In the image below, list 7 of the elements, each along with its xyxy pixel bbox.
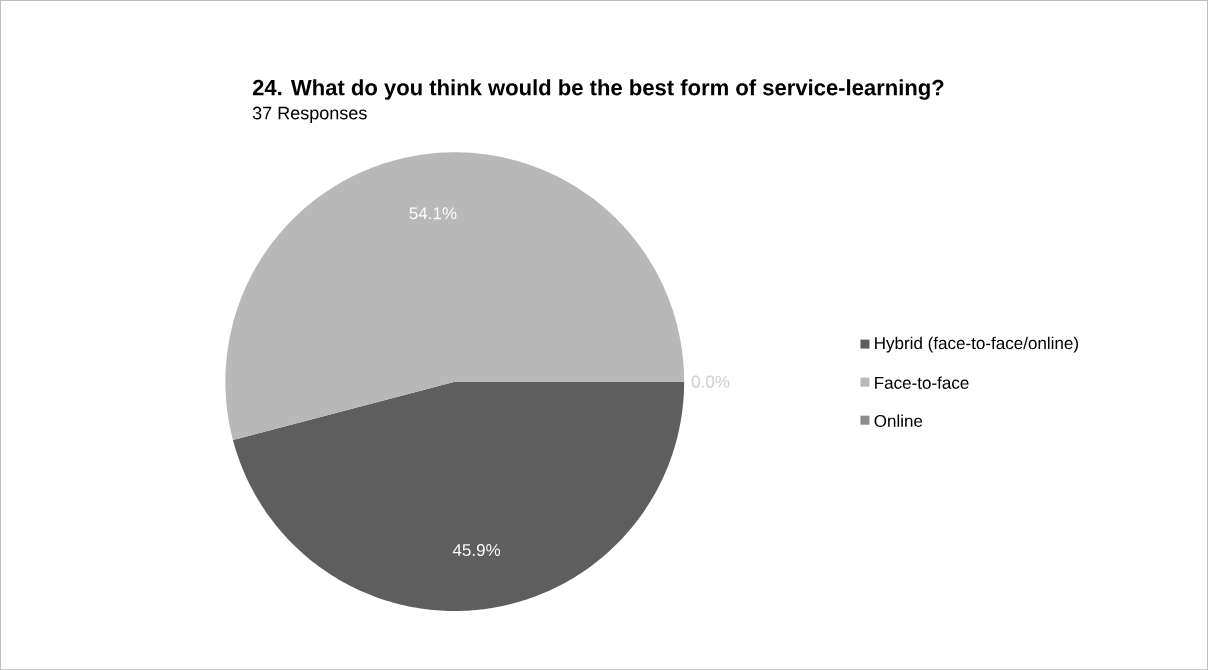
data-label: 45.9% — [452, 543, 501, 556]
chart-title: 24. What do you think would be the best form of service-learning? — [252, 79, 944, 100]
legend-label: Hybrid (face-to-face/online) — [875, 336, 1078, 353]
legend-label: Face-to-face — [875, 376, 969, 389]
chart-subtitle: 37 Responses — [252, 106, 367, 123]
data-label: 54.1% — [409, 207, 457, 220]
legend-label: Online — [874, 414, 923, 427]
